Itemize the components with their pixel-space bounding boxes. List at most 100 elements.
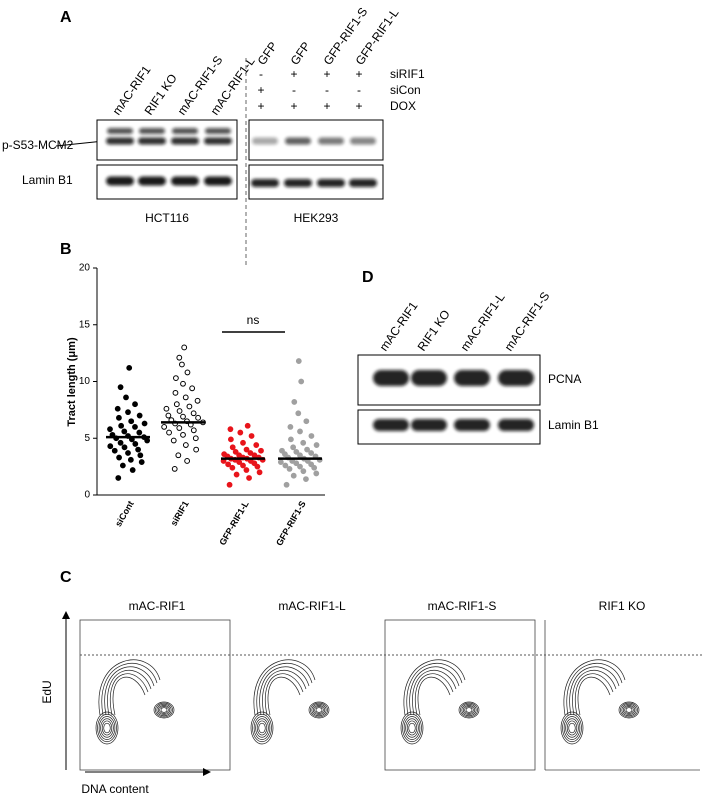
condition-mark: + <box>355 67 362 81</box>
data-point <box>286 465 293 472</box>
blot-band <box>205 128 231 134</box>
data-point <box>240 439 246 446</box>
contour <box>308 701 330 719</box>
data-point <box>175 452 182 459</box>
data-point <box>298 378 305 385</box>
contour <box>256 720 268 736</box>
contour <box>259 666 310 716</box>
contour <box>569 666 620 716</box>
contour <box>460 702 478 718</box>
blot-band <box>138 176 166 186</box>
contour <box>568 722 576 734</box>
data-point <box>115 475 122 481</box>
data-point <box>117 384 124 391</box>
data-point <box>163 405 170 412</box>
data-point <box>290 472 297 479</box>
blot-band <box>139 128 165 134</box>
plot-title: RIF1 KO <box>599 599 646 613</box>
contour <box>403 659 466 716</box>
contour <box>408 722 416 734</box>
data-point <box>184 458 191 464</box>
data-point <box>179 361 185 368</box>
data-point <box>225 461 232 468</box>
panel-label: A <box>60 9 72 26</box>
condition-name: siCon <box>390 83 421 97</box>
blot-band <box>373 370 409 386</box>
contour <box>417 676 451 716</box>
contour <box>103 722 111 734</box>
x-tick-label: GFP-RIF1-L <box>217 499 251 547</box>
data-point <box>121 444 128 451</box>
contour <box>314 706 324 714</box>
condition-mark: + <box>355 99 362 113</box>
contour <box>405 718 419 738</box>
contour <box>255 718 269 738</box>
contour <box>563 659 626 716</box>
contour <box>159 706 169 714</box>
blot-band <box>284 179 312 187</box>
data-point <box>253 442 260 448</box>
data-point <box>313 442 320 448</box>
contour <box>465 707 473 713</box>
data-point <box>176 354 183 361</box>
axis-label: DNA content <box>81 782 149 796</box>
condition-mark: - <box>357 83 361 97</box>
row-label: p-S53-MCM2 <box>2 138 74 152</box>
data-point <box>176 425 183 431</box>
row-label: Lamin B1 <box>548 418 599 432</box>
data-point <box>181 344 188 351</box>
y-tick-label: 0 <box>84 490 90 501</box>
data-point <box>116 454 122 461</box>
blot-band <box>411 370 447 386</box>
contour <box>157 705 171 715</box>
data-point <box>232 448 239 455</box>
contour <box>406 720 418 736</box>
blot-band <box>172 128 198 134</box>
data-point <box>123 394 129 401</box>
contour <box>250 711 274 745</box>
data-point <box>132 424 138 430</box>
data-point <box>189 385 196 392</box>
lane-label: GFP <box>255 39 281 67</box>
condition-name: DOX <box>390 99 416 113</box>
data-point <box>127 456 134 463</box>
data-point <box>295 358 302 364</box>
data-point <box>125 450 131 456</box>
data-point <box>229 444 236 451</box>
condition-mark: + <box>323 67 330 81</box>
axis-label: EdU <box>40 680 54 703</box>
contour <box>160 707 168 713</box>
data-point <box>221 451 228 458</box>
condition-mark: + <box>323 99 330 113</box>
y-tick-label: 15 <box>79 319 91 330</box>
lane-label: mAC-RIF1-L <box>458 290 508 353</box>
data-point <box>282 462 289 469</box>
data-point <box>192 435 199 442</box>
data-point <box>233 471 240 478</box>
contour <box>107 669 152 716</box>
blot-band <box>252 137 278 145</box>
contour <box>112 676 146 716</box>
data-point <box>137 452 144 459</box>
contour <box>155 702 173 718</box>
data-point <box>300 439 307 446</box>
plot-frame <box>384 619 536 771</box>
contour <box>253 659 316 716</box>
data-point <box>141 420 148 427</box>
panel-label: D <box>362 269 374 286</box>
contour <box>104 666 155 716</box>
condition-mark: - <box>292 83 296 97</box>
blot-band <box>317 179 345 187</box>
data-point <box>182 394 189 401</box>
blot-band <box>454 419 490 431</box>
data-point <box>303 476 309 483</box>
panel-label: B <box>60 241 72 258</box>
contour <box>253 716 271 740</box>
blot-band <box>107 128 133 134</box>
row-label: Lamin B1 <box>22 173 73 187</box>
contour <box>624 706 634 714</box>
contour <box>98 716 116 740</box>
contour <box>311 703 327 717</box>
contour <box>622 705 636 715</box>
contour <box>565 718 579 738</box>
